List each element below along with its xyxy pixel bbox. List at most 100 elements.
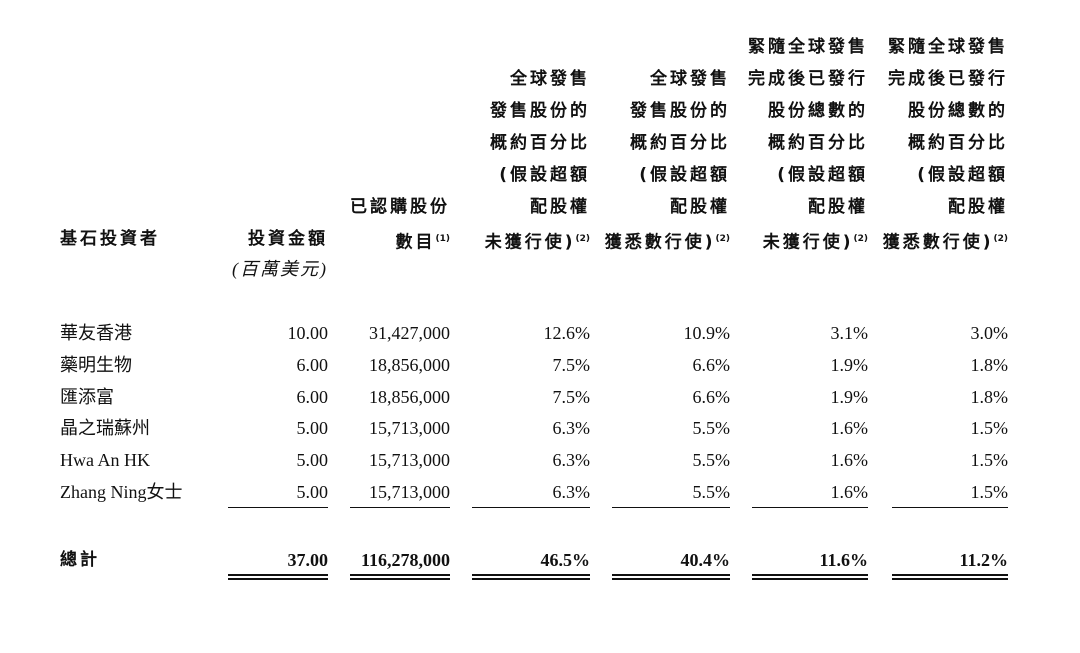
cell-value: 1.6% [830, 482, 869, 502]
footnote-ref: (2) [575, 234, 591, 244]
cell-value: 6.3% [552, 482, 591, 502]
cell-value: 1.6% [830, 450, 869, 471]
total-value: 116,278,000 [360, 550, 450, 570]
cell-value: 1.9% [830, 354, 869, 375]
header-text: 概約百分比 [630, 133, 730, 153]
header-text: 配股權 [948, 197, 1008, 217]
header-text: (假設超額 [777, 165, 868, 185]
header-text: 基石投資者 [60, 229, 160, 249]
cell-value: 7.5% [552, 354, 591, 375]
rule [472, 578, 590, 580]
cell-value: 1.6% [830, 418, 869, 439]
header-text: 發售股份的 [630, 101, 730, 121]
total-value: 11.6% [819, 550, 868, 570]
cell-value: 6.6% [692, 386, 731, 407]
total-value: 46.5% [540, 550, 591, 570]
header-text: 已認購股份 [350, 197, 450, 217]
cell-value: 5.5% [692, 418, 731, 439]
row-label: 藥明生物 [60, 354, 132, 375]
header-text: 股份總數的 [908, 101, 1008, 121]
cell-value: 6.00 [296, 354, 329, 375]
header-text: 概約百分比 [908, 133, 1008, 153]
total-value: 40.4% [680, 550, 731, 570]
cell-value: 1.5% [970, 482, 1009, 502]
header-text: 未獲行使)(2) [484, 232, 591, 253]
cell-value: 31,427,000 [369, 323, 450, 343]
footnote-ref: (1) [435, 234, 451, 244]
unit-text: (百萬美元) [232, 259, 328, 279]
cell-value: 1.9% [830, 386, 869, 407]
cell-value: 7.5% [552, 386, 591, 407]
cell-value: 10.00 [287, 323, 329, 343]
rule [228, 574, 328, 576]
footnote-ref: (2) [993, 234, 1009, 244]
total-value: 11.2% [959, 550, 1008, 570]
cell-value: 5.5% [692, 482, 731, 502]
cell-value: 15,713,000 [369, 418, 450, 439]
header-text: 緊隨全球發售 [888, 37, 1008, 57]
row-label: Zhang Ning女士 [60, 482, 183, 502]
cell-value: 1.5% [970, 450, 1009, 471]
rule [892, 574, 1008, 576]
header-text: 完成後已發行 [748, 69, 868, 89]
rule [612, 578, 730, 580]
rule [612, 574, 730, 576]
rule [472, 574, 590, 576]
rule [228, 578, 328, 580]
header-text: 概約百分比 [768, 133, 868, 153]
header-text: 全球發售 [510, 69, 590, 89]
rule [752, 574, 868, 576]
header-text: 配股權 [808, 197, 868, 217]
cell-value: 3.1% [830, 323, 869, 343]
cell-value: 10.9% [683, 323, 731, 343]
footnote-ref: (2) [853, 234, 869, 244]
cell-value: 15,713,000 [369, 450, 450, 471]
header-text: 投資金額 [248, 229, 328, 249]
header-text: 獲悉數行使)(2) [882, 232, 1009, 253]
row-label: 匯添富 [60, 386, 114, 407]
row-label: 華友香港 [60, 323, 132, 343]
header-text: 緊隨全球發售 [748, 37, 868, 57]
rule [350, 578, 450, 580]
row-label: Hwa An HK [60, 450, 150, 471]
header-text: 數目(1) [395, 232, 451, 253]
cell-value: 3.0% [970, 323, 1009, 343]
header-text: 完成後已發行 [888, 69, 1008, 89]
header-text: (假設超額 [917, 165, 1008, 185]
cell-value: 5.00 [296, 418, 329, 439]
cell-value: 18,856,000 [369, 354, 450, 375]
header-text: 概約百分比 [490, 133, 590, 153]
cell-value: 6.3% [552, 450, 591, 471]
rule [612, 507, 730, 509]
row-label: 晶之瑞蘇州 [60, 418, 150, 439]
rule [752, 507, 868, 509]
cell-value: 6.3% [552, 418, 591, 439]
cell-value: 15,713,000 [369, 482, 450, 502]
rule [892, 578, 1008, 580]
header-text: 全球發售 [650, 69, 730, 89]
header-text: (假設超額 [639, 165, 730, 185]
footnote-ref: (2) [715, 234, 731, 244]
header-text: 配股權 [530, 197, 590, 217]
total-value: 37.00 [287, 550, 329, 570]
rule [350, 507, 450, 509]
header-text: 股份總數的 [768, 101, 868, 121]
rule [228, 507, 328, 509]
cell-value: 18,856,000 [369, 386, 450, 407]
header-text: 配股權 [670, 197, 730, 217]
total-label: 總計 [60, 550, 100, 570]
header-text: (假設超額 [499, 165, 590, 185]
cell-value: 12.6% [543, 323, 591, 343]
cell-value: 5.00 [296, 482, 329, 502]
cell-value: 6.6% [692, 354, 731, 375]
rule [892, 507, 1008, 509]
header-text: 未獲行使)(2) [762, 232, 869, 253]
header-text: 獲悉數行使)(2) [604, 232, 731, 253]
rule [350, 574, 450, 576]
cell-value: 6.00 [296, 386, 329, 407]
header-text: 發售股份的 [490, 101, 590, 121]
cell-value: 5.00 [296, 450, 329, 471]
rule [472, 507, 590, 509]
cell-value: 1.8% [970, 386, 1009, 407]
